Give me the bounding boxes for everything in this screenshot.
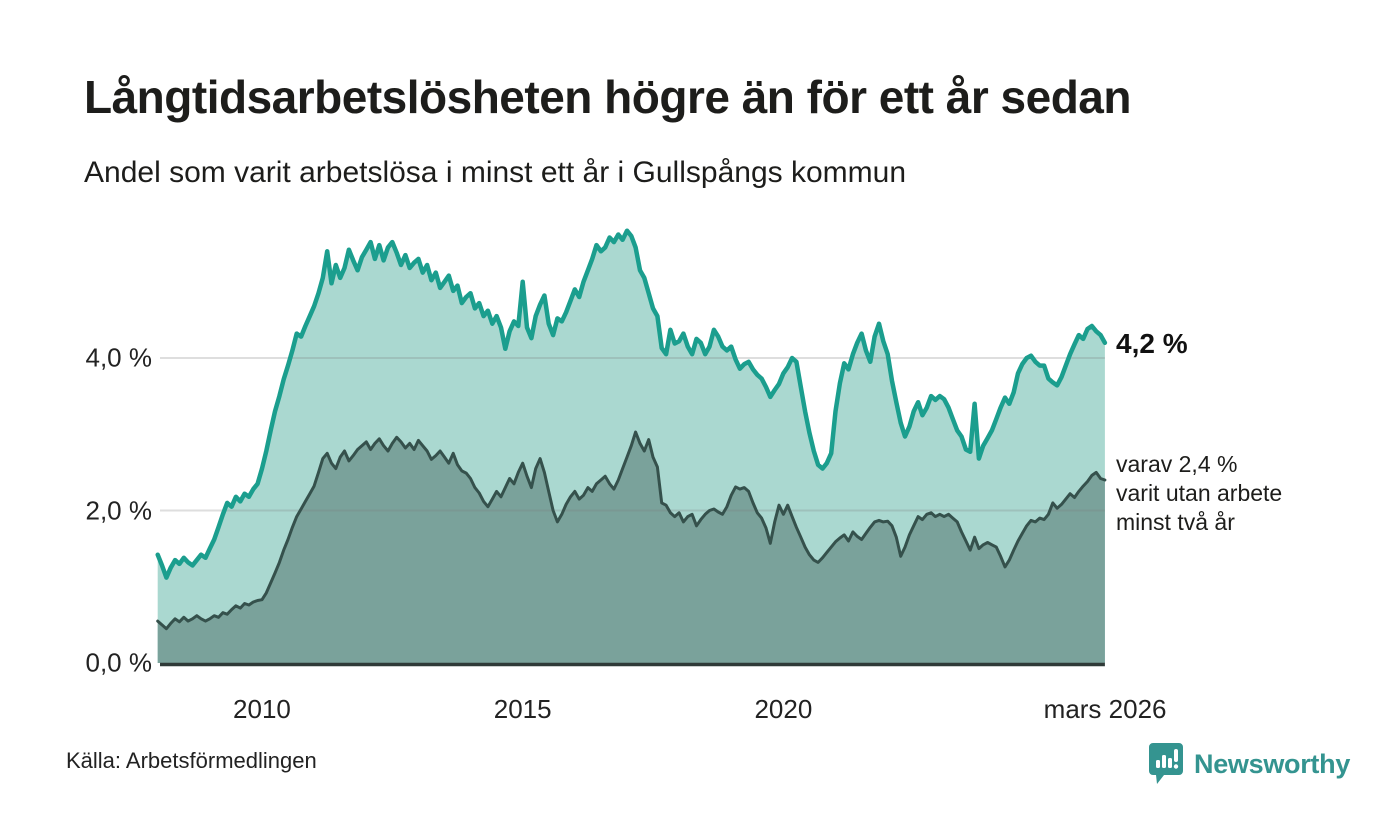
two-year-area — [157, 432, 1105, 663]
source-note: Källa: Arbetsförmedlingen — [66, 748, 317, 773]
x-tick-label: mars 2026 — [1043, 694, 1167, 724]
annotation-line: varav 2,4 % — [1116, 451, 1238, 477]
x-tick-label: 2015 — [493, 694, 552, 724]
newsworthy-icon — [1149, 743, 1183, 784]
total-line — [155, 228, 1108, 580]
brand-name: Newsworthy — [1194, 748, 1351, 779]
series-annotation: varav 2,4 % varit utan arbete minst två … — [1116, 450, 1282, 537]
two-year-line — [156, 430, 1107, 631]
x-tick-label: 2010 — [233, 694, 291, 724]
series-end-value-label: 4,2 % — [1116, 328, 1188, 359]
y-tick-label: 2,0 % — [85, 495, 153, 525]
x-tick-label: 2020 — [754, 694, 813, 724]
page-title: Långtidsarbetslösheten högre än för ett … — [84, 71, 1131, 123]
annotation-line: minst två år — [1116, 509, 1235, 535]
brand-logo: Newsworthy — [1148, 742, 1350, 786]
y-tick-label: 4,0 % — [85, 342, 153, 373]
annotation-line: varit utan arbete — [1116, 480, 1283, 506]
page-subtitle: Andel som varit arbetslösa i minst ett å… — [84, 156, 906, 189]
y-tick-label: 0,0 % — [85, 647, 153, 678]
